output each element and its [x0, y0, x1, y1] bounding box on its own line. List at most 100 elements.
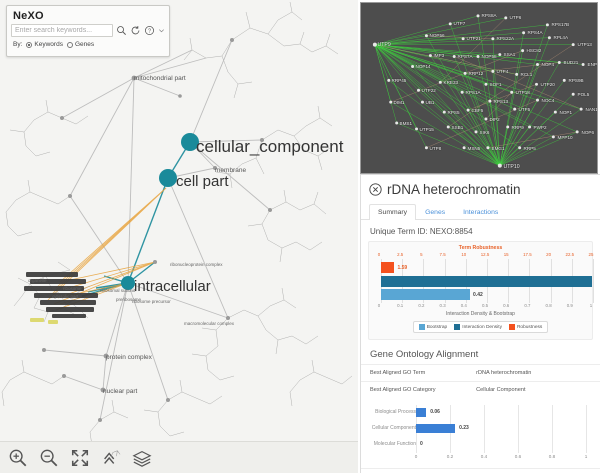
go-gridline	[484, 405, 485, 453]
bar-bootstrap	[381, 289, 471, 300]
zoom-in-icon[interactable]	[8, 448, 28, 468]
legend-item-interaction-density[interactable]: Interaction Density	[454, 324, 502, 330]
go-bar-value: 0.06	[430, 409, 440, 415]
legend-swatch	[418, 324, 425, 330]
hierarchy-graph-canvas[interactable]	[0, 0, 358, 473]
tick-0.5: 0.5	[481, 303, 489, 308]
go-tick-0.8: 0.8	[548, 454, 556, 459]
tick-20: 20	[546, 252, 552, 257]
tick-12.5: 12.5	[480, 252, 490, 257]
go-bar-row: Biological Process 0.06	[370, 405, 591, 421]
go-cat-molecular-function: Molecular Function	[373, 441, 416, 447]
bar-interaction-density	[381, 276, 592, 287]
legend-swatch	[454, 324, 461, 330]
help-icon[interactable]: ?	[144, 25, 155, 36]
go-gridline	[518, 405, 519, 453]
tick-0: 0	[377, 303, 381, 308]
tick-0.3: 0.3	[439, 303, 446, 308]
tick-22.5: 22.5	[565, 252, 575, 257]
radio-genes[interactable]: Genes	[66, 41, 95, 48]
go-tick-1: 1	[584, 454, 588, 459]
go-cat-cellular-component: Cellular Component	[371, 425, 416, 431]
legend-label: Bootstrap	[426, 324, 448, 330]
tick-0.7: 0.7	[524, 303, 531, 308]
svg-text:?: ?	[148, 29, 151, 35]
robustness-chart-card: Term Robustness 0 2.5 5 7.5 10 12.5 15 17.5 20 22…	[368, 241, 594, 340]
search-panel[interactable]: NeXO ? By: Keywords	[6, 5, 170, 57]
go-val-category: Cellular Component	[476, 387, 526, 393]
legend-item-bootstrap[interactable]: Bootstrap	[418, 324, 448, 330]
bar-robustness	[381, 262, 395, 273]
bar-value-robustness: 1.59	[397, 264, 408, 271]
go-alignment-title: Gene Ontology Alignment	[370, 349, 479, 360]
node-cell-part	[159, 169, 177, 187]
go-gridline	[586, 405, 587, 453]
node-cellular-component	[181, 133, 199, 151]
layers-icon[interactable]	[132, 448, 152, 468]
tick-0.4: 0.4	[460, 303, 467, 308]
bar-value-bootstrap: 0.42	[473, 291, 483, 298]
legend-label: Interaction Density	[462, 324, 502, 330]
chevron-down-icon[interactable]	[158, 25, 165, 36]
go-tick-0.4: 0.4	[480, 454, 488, 459]
chart-xaxis-title: Interaction Density & Bootstrap	[446, 311, 515, 317]
radio-genes-label: Genes	[74, 41, 95, 48]
tick-17.5: 17.5	[523, 252, 532, 257]
refresh-icon[interactable]	[130, 25, 141, 36]
radio-keywords-label: Keywords	[34, 41, 63, 48]
biological-process-title: Biological Process	[361, 468, 600, 473]
tab-interactions[interactable]: Interactions	[463, 209, 499, 216]
zoom-out-icon[interactable]	[39, 448, 59, 468]
details-title: rDNA heterochromatin	[387, 182, 521, 197]
tab-summary[interactable]: Summary	[369, 204, 417, 220]
gridline	[593, 259, 594, 303]
search-icon[interactable]	[116, 25, 127, 36]
tick-0: 0	[377, 252, 381, 257]
go-alignment-chart: 0 0.2 0.4 0.6 0.8 1 Biological Process 0.06 Cell…	[370, 405, 591, 463]
tab-genes[interactable]: Genes	[425, 209, 446, 216]
go-bar-value: 0	[420, 441, 423, 447]
gene-network-canvas	[372, 14, 585, 168]
radio-keywords-dot[interactable]	[26, 41, 33, 48]
radio-genes-dot[interactable]	[66, 41, 73, 48]
hierarchy-graph-view[interactable]: cellular_component cell part intracellular…	[0, 0, 358, 473]
graph-toolbar[interactable]	[0, 441, 358, 473]
search-by-label: By:	[13, 41, 23, 48]
tick-25: 25	[588, 252, 594, 257]
legend-label: Robustness	[516, 324, 543, 330]
go-row-term: Best Aligned GO Term rDNA heterochromati…	[361, 364, 600, 381]
double-chevron-up-icon[interactable]	[101, 448, 121, 468]
search-row[interactable]: ?	[7, 24, 169, 37]
tick-0.2: 0.2	[418, 303, 425, 308]
tick-0.6: 0.6	[503, 303, 510, 308]
chart-title-term-robustness: Term Robustness	[458, 245, 503, 251]
details-tabs[interactable]: Summary Genes Interactions	[361, 199, 600, 220]
go-key-term: Best Aligned GO Term	[370, 370, 426, 376]
details-header: rDNA heterochromatin	[361, 175, 600, 199]
go-cat-biological-process: Biological Process	[375, 409, 416, 415]
search-input[interactable]	[11, 24, 113, 37]
tick-0.8: 0.8	[545, 303, 552, 308]
top-axis-ticks: 0 2.5 5 7.5 10 12.5 15 17.5 20 22.5 25	[373, 252, 594, 259]
legend-item-robustness[interactable]: Robustness	[508, 324, 543, 330]
tick-7.5: 7.5	[439, 252, 446, 257]
go-gridline	[552, 405, 553, 453]
details-panel[interactable]: rDNA heterochromatin Summary Genes Inter…	[360, 174, 600, 473]
go-tick-0: 0	[414, 454, 418, 459]
close-circle-icon[interactable]	[369, 183, 382, 196]
node-intracellular	[121, 276, 135, 290]
app-title: NeXO	[13, 10, 44, 22]
gene-interaction-network[interactable]: UTP9 RPS8A UTP6 UTP7 RPS17B NOP56 UTP21 RPS22A R…	[360, 2, 598, 174]
robustness-plot: 1.59 0.42	[375, 259, 594, 303]
fit-screen-icon[interactable]	[70, 448, 90, 468]
search-by-row[interactable]: By: Keywords Genes	[7, 37, 169, 48]
go-row-category: Best Aligned GO Category Cellular Compon…	[361, 381, 600, 398]
tick-15: 15	[503, 252, 509, 257]
chart-legend: Bootstrap Interaction Density Robustness	[412, 321, 549, 333]
radio-keywords[interactable]: Keywords	[26, 41, 63, 48]
bottom-axis-ticks: 0 0.1 0.2 0.3 0.4 0.5 0.6 0.7 0.8 0.9 1	[373, 303, 592, 310]
go-bar	[416, 424, 456, 433]
tick-5: 5	[420, 252, 423, 257]
go-bar-value: 0.23	[459, 425, 469, 431]
go-bar	[416, 408, 427, 417]
